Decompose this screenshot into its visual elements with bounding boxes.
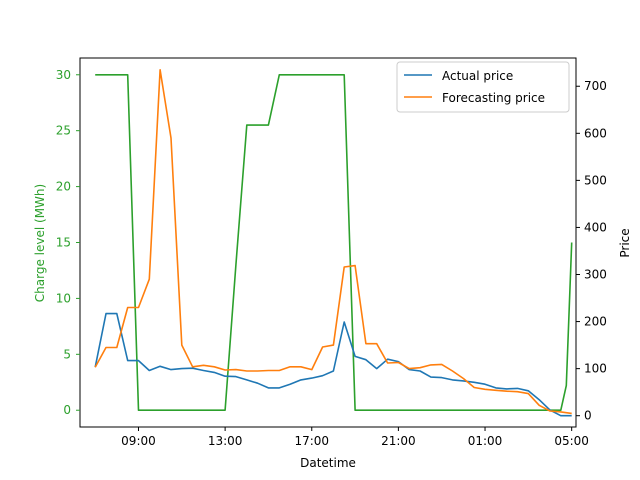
y-right-tick-label: 200: [584, 315, 607, 329]
y-right-tick-label: 600: [584, 126, 607, 140]
y-right-tick-label: 100: [584, 362, 607, 376]
x-axis-label: Datetime: [300, 456, 356, 470]
x-tick-label: 21:00: [381, 434, 416, 448]
x-tick-label: 05:00: [554, 434, 589, 448]
x-tick-label: 17:00: [294, 434, 329, 448]
y-right-tick-label: 300: [584, 268, 607, 282]
y-left-tick-label: 10: [56, 291, 71, 305]
legend-label-forecast: Forecasting price: [442, 91, 545, 105]
x-axis: 09:00 13:00 17:00 21:00 01:00 05:00: [121, 427, 589, 448]
x-tick-label: 01:00: [468, 434, 503, 448]
legend: Actual price Forecasting price: [396, 61, 570, 113]
plot-lines: [94, 69, 573, 417]
y-left-tick-label: 30: [56, 68, 71, 82]
legend-box: [396, 61, 570, 113]
y-right-tick-label: 700: [584, 79, 607, 93]
series-charge-line: [95, 74, 550, 412]
y-left-tick-label: 0: [63, 403, 71, 417]
series-charge-tail-line: [550, 242, 573, 412]
y-axis-left: 0 5 10 15 20 25 30: [56, 68, 80, 417]
series-forecast-line: [94, 69, 572, 415]
y-left-tick-label: 20: [56, 180, 71, 194]
x-tick-label: 09:00: [121, 434, 156, 448]
legend-label-actual: Actual price: [442, 69, 513, 83]
y-left-tick-label: 15: [56, 236, 71, 250]
y-left-tick-label: 5: [63, 347, 71, 361]
y-left-tick-label: 25: [56, 124, 71, 138]
y-axis-right: 0 100 200 300 400 500 600 700: [576, 79, 607, 423]
y-right-tick-label: 0: [584, 409, 592, 423]
y-axis-right-label: Price: [618, 228, 632, 257]
y-right-tick-label: 400: [584, 220, 607, 234]
series-actual-line: [94, 312, 572, 417]
x-tick-label: 13:00: [208, 434, 243, 448]
y-axis-left-label: Charge level (MWh): [33, 184, 47, 302]
y-right-tick-label: 500: [584, 173, 607, 187]
